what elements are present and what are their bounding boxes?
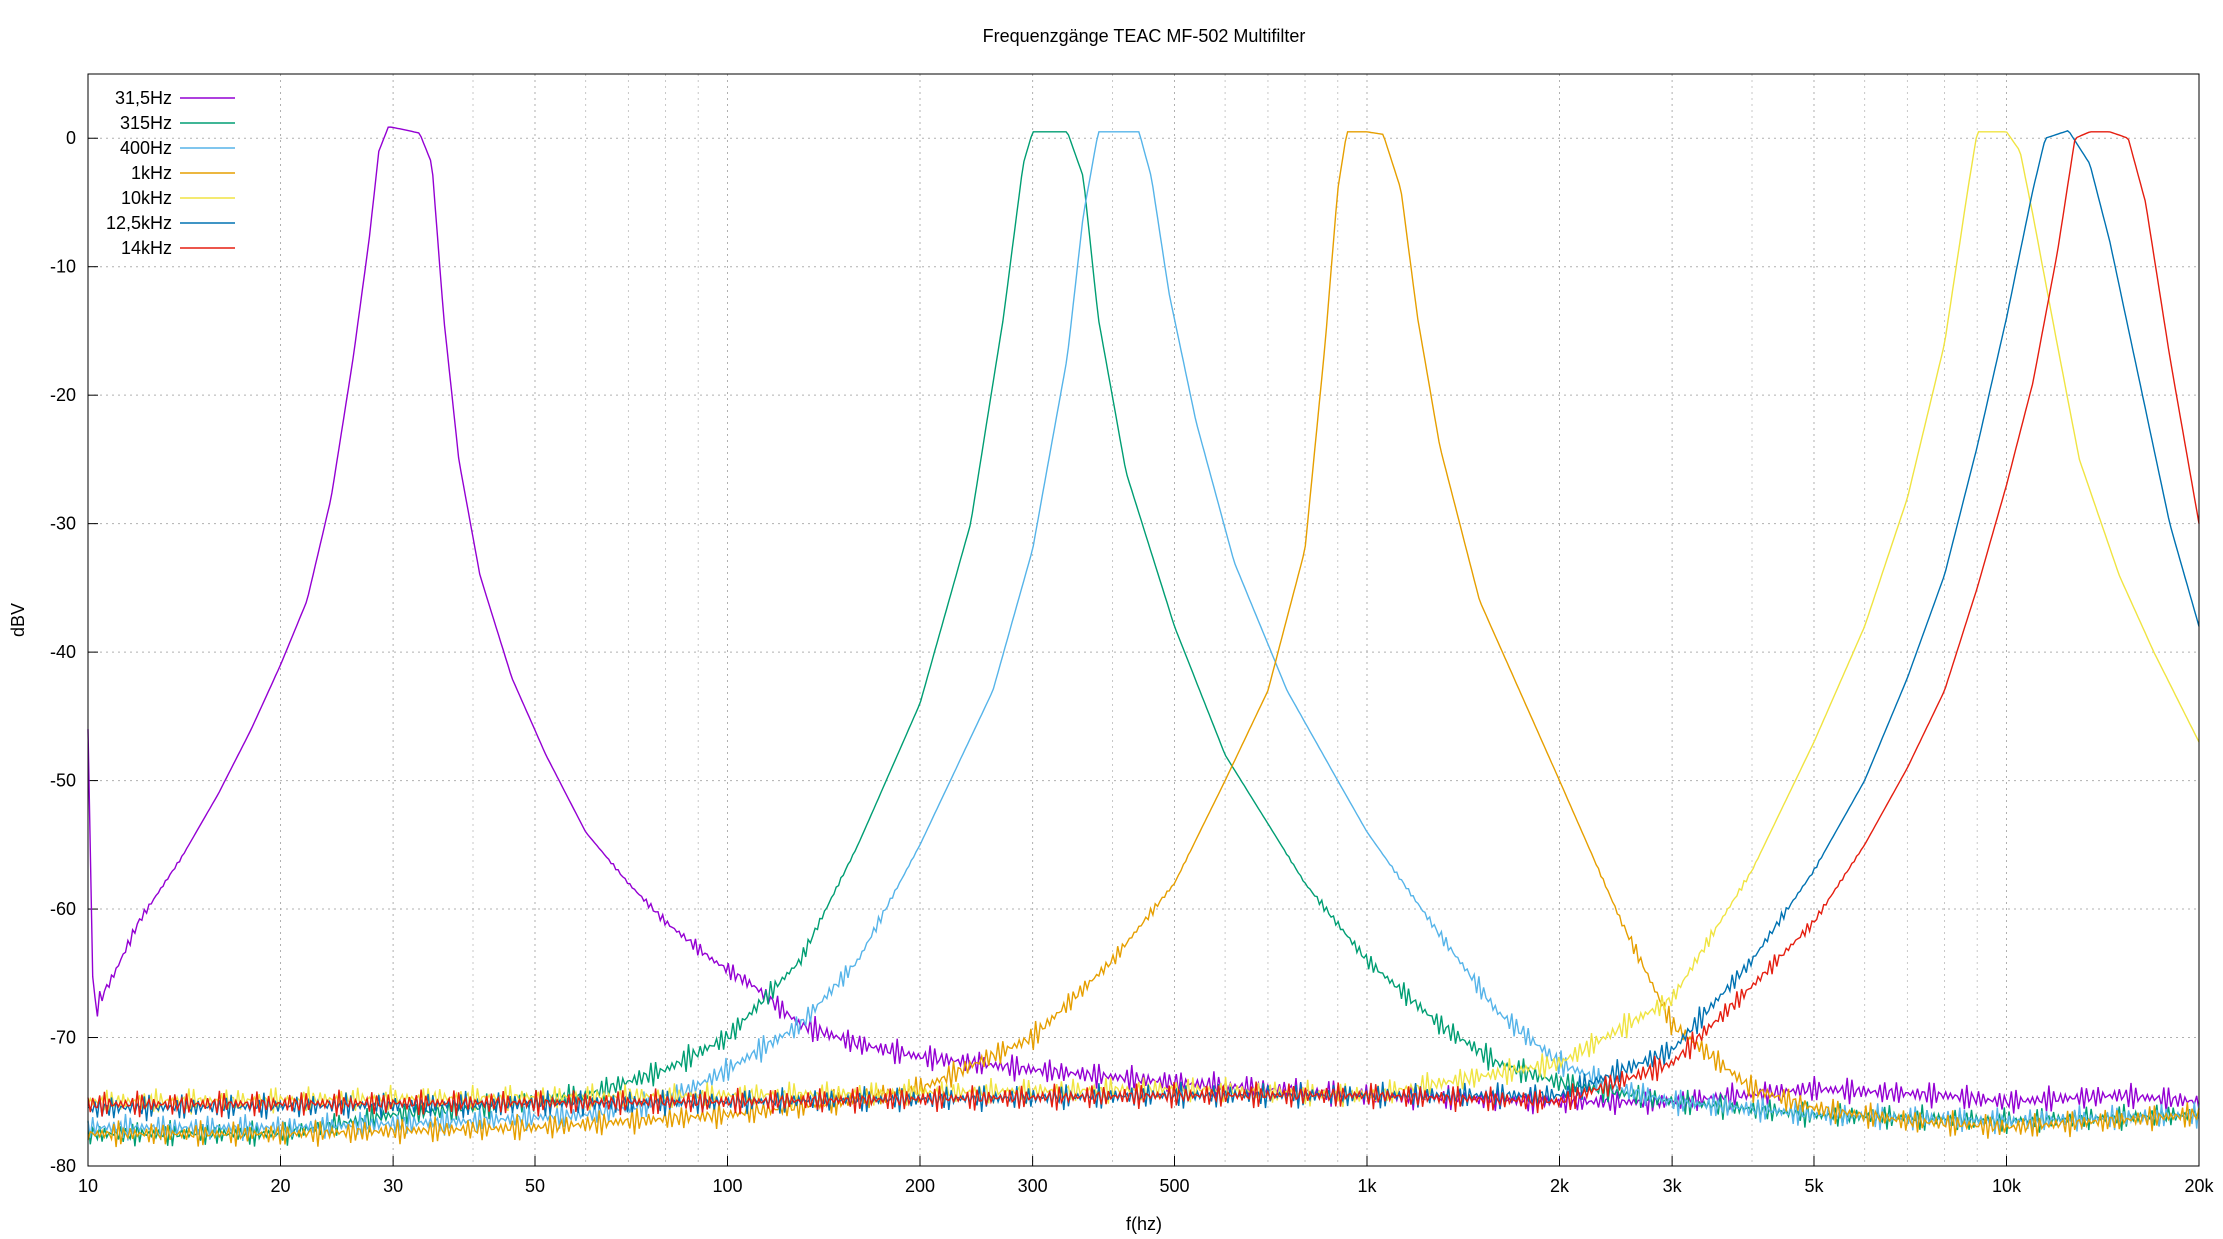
x-tick-label: 30 xyxy=(383,1176,403,1196)
grid-lines xyxy=(87,74,2200,1167)
legend-label: 10kHz xyxy=(121,188,172,208)
series-line xyxy=(87,131,2200,1141)
y-tick-label: -20 xyxy=(50,385,76,405)
legend-label: 315Hz xyxy=(120,113,172,133)
x-axis-label: f(hz) xyxy=(1126,1214,1162,1234)
y-axis-ticks: 0 -10 -20 -30 -40 -50 -60 -70 -80 xyxy=(50,128,98,1176)
y-tick-label: -80 xyxy=(50,1156,76,1176)
y-tick-label: 0 xyxy=(66,128,76,148)
x-tick-label: 1k xyxy=(1357,1176,1377,1196)
x-tick-label: 500 xyxy=(1159,1176,1189,1196)
x-tick-label: 2k xyxy=(1550,1176,1570,1196)
x-tick-label: 300 xyxy=(1018,1176,1048,1196)
y-tick-label: -30 xyxy=(50,514,76,534)
x-tick-label: 20k xyxy=(2184,1176,2214,1196)
x-tick-label: 50 xyxy=(525,1176,545,1196)
x-tick-label: 20 xyxy=(270,1176,290,1196)
data-series xyxy=(87,126,2200,1148)
series-line xyxy=(87,131,2200,1147)
series-line xyxy=(87,131,2200,1148)
x-tick-label: 3k xyxy=(1663,1176,1683,1196)
y-tick-label: -60 xyxy=(50,899,76,919)
x-tick-label: 100 xyxy=(712,1176,742,1196)
y-tick-label: -70 xyxy=(50,1028,76,1048)
legend-label: 400Hz xyxy=(120,138,172,158)
y-tick-label: -10 xyxy=(50,257,76,277)
legend-label: 31,5Hz xyxy=(115,88,172,108)
x-tick-label: 200 xyxy=(905,1176,935,1196)
x-axis-ticks: 10 20 30 50 100 200 300 500 1k 2k 3k 5k 10k 20k xyxy=(78,1156,2215,1196)
y-tick-label: -50 xyxy=(50,771,76,791)
legend: 31,5Hz 315Hz 400Hz 1kHz 10kHz 12,5kHz 14kHz xyxy=(106,88,235,258)
x-tick-label: 10k xyxy=(1992,1176,2022,1196)
y-tick-label: -40 xyxy=(50,642,76,662)
series-line xyxy=(87,131,2200,1115)
chart-title: Frequenzgänge TEAC MF-502 Multifilter xyxy=(983,26,1306,46)
series-line xyxy=(87,126,2200,1115)
legend-label: 1kHz xyxy=(131,163,172,183)
legend-label: 14kHz xyxy=(121,238,172,258)
plot-frame xyxy=(87,73,2200,1167)
series-line xyxy=(87,130,2200,1122)
y-axis-label: dBV xyxy=(8,603,28,637)
x-tick-label: 10 xyxy=(78,1176,98,1196)
x-tick-label: 5k xyxy=(1804,1176,1824,1196)
series-line xyxy=(87,131,2200,1118)
legend-label: 12,5kHz xyxy=(106,213,172,233)
